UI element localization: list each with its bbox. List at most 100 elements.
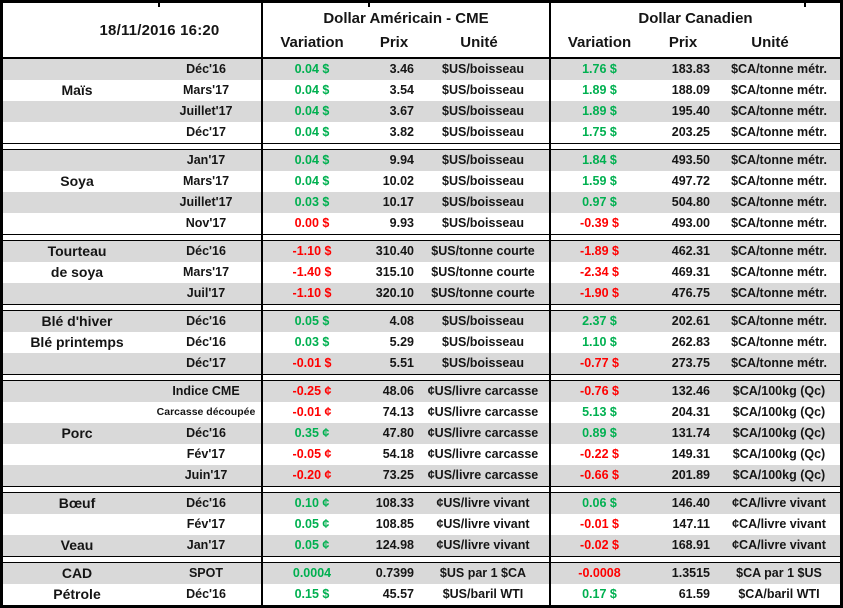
ca-variation: 0.97 $	[549, 192, 648, 213]
ca-unit: $CA/tonne métr.	[731, 104, 827, 118]
table-row: Jan'17 0.04 $ 9.94 $US/boisseau 1.84 $ 493.50…	[3, 150, 840, 171]
us-unit: $US/tonne courte	[431, 265, 535, 279]
commodity-label	[3, 402, 151, 423]
us-price: 45.57	[382, 587, 414, 601]
us-variation: -1.40 $	[261, 262, 361, 283]
ca-unit: $CA par 1 $US	[736, 566, 822, 580]
ca-price: 183.83	[671, 62, 710, 76]
contract-month: Mars'17	[182, 265, 230, 279]
contract-month: Nov'17	[185, 216, 227, 230]
us-variation: 0.35 ¢	[261, 423, 361, 444]
contract-month: Déc'17	[186, 125, 226, 139]
table-row: Juillet'17 0.03 $ 10.17 $US/boisseau 0.97 $ 5…	[3, 192, 840, 213]
divider-ca-segment	[549, 375, 840, 380]
us-variation: -0.05 ¢	[261, 444, 361, 465]
us-price: 108.85	[375, 517, 414, 531]
contract-month: Fév'17	[186, 517, 226, 531]
ca-unit: $CA/tonne métr.	[731, 125, 827, 139]
table-row: Tourteau Déc'16 -1.10 $ 310.40 $US/tonne cou…	[3, 241, 840, 262]
us-unit: $US/boisseau	[442, 153, 524, 167]
table-row: CAD SPOT 0.0004 0.7399 $US par 1 $CA -0.0008 1…	[3, 563, 840, 584]
ca-variation: -1.89 $	[549, 241, 648, 262]
contract-month: Jan'17	[186, 153, 226, 167]
contract-month: Déc'16	[186, 244, 226, 258]
us-variation: 0.05 ¢	[261, 514, 361, 535]
us-unit: ¢US/livre carcasse	[427, 468, 539, 482]
commodity-label: Veau	[60, 537, 94, 553]
commodity-label	[3, 150, 151, 171]
us-unit: ¢US/livre vivant	[436, 517, 530, 531]
contract-month: Mars'17	[182, 83, 230, 97]
us-unit: $US/tonne courte	[431, 286, 535, 300]
ca-price: 168.91	[671, 538, 710, 552]
section-divider	[3, 234, 840, 241]
grid-tick	[158, 3, 160, 7]
timestamp: 18/11/2016 16:20	[99, 21, 220, 39]
us-price: 5.51	[389, 356, 414, 370]
table-row: Maïs Mars'17 0.04 $ 3.54 $US/boisseau 1.89 $ 1…	[3, 80, 840, 101]
ca-unit: $CA/100kg (Qc)	[732, 426, 826, 440]
us-price: 124.98	[375, 538, 414, 552]
us-unit: $US/boisseau	[442, 216, 524, 230]
commodity-label: Blé printemps	[30, 334, 124, 350]
contract-month: Déc'16	[186, 587, 226, 601]
table-row: Juin'17 -0.20 ¢ 73.25 ¢US/livre carcasse -0.…	[3, 465, 840, 486]
us-unit: ¢US/livre carcasse	[427, 405, 539, 419]
contract-month: Déc'16	[186, 335, 226, 349]
us-variation: 0.05 $	[261, 311, 361, 332]
ca-unit: $CA/tonne métr.	[731, 83, 827, 97]
cad-header-block: Dollar Canadien Variation Prix Unité	[549, 3, 840, 57]
divider-us-segment	[261, 375, 549, 380]
cad-variation-header: Variation	[567, 34, 632, 51]
ca-variation: 2.37 $	[549, 311, 648, 332]
ca-price: 203.25	[671, 125, 710, 139]
ca-price: 149.31	[671, 447, 710, 461]
us-price: 310.40	[375, 244, 414, 258]
contract-month: Déc'16	[186, 496, 226, 510]
section-divider	[3, 304, 840, 311]
contract-month: Déc'16	[186, 426, 226, 440]
table-row: Déc'16 0.04 $ 3.46 $US/boisseau 1.76 $ 183.83…	[3, 59, 840, 80]
commodity-label: Tourteau	[47, 243, 107, 259]
table-body: Déc'16 0.04 $ 3.46 $US/boisseau 1.76 $ 183.83…	[3, 59, 840, 605]
table-row: Déc'17 -0.01 $ 5.51 $US/boisseau -0.77 $ 273.…	[3, 353, 840, 374]
grid-tick	[368, 3, 370, 7]
commodity-label	[3, 353, 151, 374]
table-row: Veau Jan'17 0.05 ¢ 124.98 ¢US/livre vivant -0…	[3, 535, 840, 556]
ca-unit: $CA/100kg (Qc)	[732, 447, 826, 461]
commodity-label: Bœuf	[58, 495, 96, 511]
ca-variation: -0.39 $	[549, 213, 648, 234]
ca-price: 131.74	[671, 426, 710, 440]
commodity-label: Blé d'hiver	[41, 313, 113, 329]
usd-header-block: Dollar Américain - CME Variation Prix Un…	[261, 3, 549, 57]
us-price: 320.10	[375, 286, 414, 300]
contract-month: Mars'17	[182, 174, 230, 188]
us-unit: $US/boisseau	[442, 83, 524, 97]
us-price: 9.93	[389, 216, 414, 230]
section-divider	[3, 486, 840, 493]
ca-price: 1.3515	[671, 566, 710, 580]
us-price: 54.18	[382, 447, 414, 461]
contract-month: Juillet'17	[179, 195, 233, 209]
divider-ca-segment	[549, 235, 840, 240]
us-price: 0.7399	[375, 566, 414, 580]
us-price: 315.10	[375, 265, 414, 279]
commodity-label: Soya	[60, 173, 94, 189]
ca-variation: 1.75 $	[549, 122, 648, 143]
ca-unit: $CA/100kg (Qc)	[732, 468, 826, 482]
usd-unite-header: Unité	[460, 34, 498, 51]
divider-left-segment	[3, 487, 261, 492]
contract-month: Juil'17	[186, 286, 226, 300]
ca-unit: $CA/tonne métr.	[731, 244, 827, 258]
ca-unit: $CA/tonne métr.	[731, 216, 827, 230]
us-price: 108.33	[375, 496, 414, 510]
ca-price: 497.72	[671, 174, 710, 188]
ca-price: 61.59	[678, 587, 710, 601]
ca-variation: 1.59 $	[549, 171, 648, 192]
commodity-label	[3, 381, 151, 402]
ca-price: 476.75	[671, 286, 710, 300]
commodity-label	[3, 213, 151, 234]
table-row: Indice CME -0.25 ¢ 48.06 ¢US/livre carcasse…	[3, 381, 840, 402]
us-price: 74.13	[382, 405, 414, 419]
